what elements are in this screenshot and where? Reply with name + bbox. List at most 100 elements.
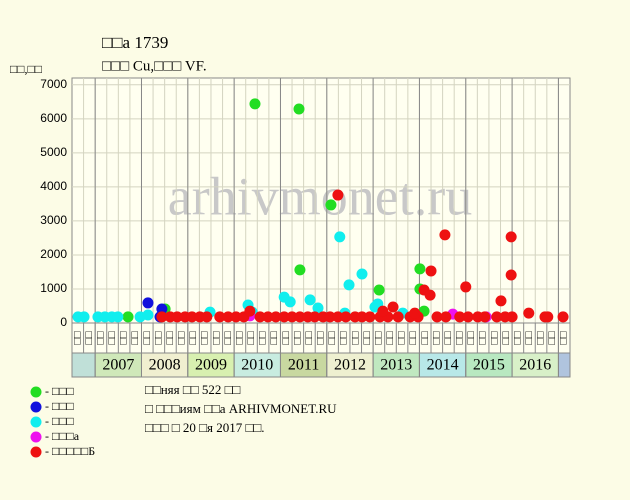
footer-text: □□няя □□ 522 □□	[145, 382, 240, 397]
y-tick-label: 5000	[40, 145, 67, 159]
chart-title: □□а 1739	[102, 33, 168, 52]
y-tick-label: 1000	[40, 281, 67, 295]
legend-label: - □□□	[45, 414, 74, 428]
legend-label: - □□□а	[45, 429, 80, 443]
x-tick-label: □□	[106, 331, 118, 345]
legend-marker	[30, 446, 42, 458]
data-point	[112, 311, 124, 323]
year-label: 2016	[519, 357, 551, 374]
x-tick-label: □□	[303, 331, 315, 345]
x-tick-label: □□	[291, 331, 303, 345]
x-tick-label: □□	[372, 331, 384, 345]
year-cell	[418, 352, 467, 378]
legend-label: - □□□□□Б	[45, 444, 95, 458]
data-point	[142, 309, 154, 321]
data-point	[491, 311, 503, 323]
x-tick-label: □□	[523, 331, 535, 345]
data-point	[254, 311, 266, 323]
data-point	[356, 311, 368, 323]
data-point	[222, 311, 234, 323]
data-point	[230, 311, 242, 323]
y-tick-label: 6000	[40, 111, 67, 125]
x-tick-label: □□	[129, 331, 141, 345]
data-point	[505, 231, 517, 243]
data-point	[304, 294, 316, 306]
x-tick-label: □□	[199, 331, 211, 345]
legend-marker	[30, 416, 42, 428]
data-point	[286, 311, 298, 323]
x-tick-label: □□	[118, 331, 130, 345]
data-point	[312, 302, 324, 314]
chart-subtitle: □□□ Cu,□□□ VF.	[102, 58, 207, 74]
data-point	[431, 311, 443, 323]
data-point	[462, 311, 474, 323]
legend-marker	[30, 386, 42, 398]
year-tail	[557, 352, 571, 378]
data-point	[201, 311, 213, 323]
x-tick-label: □□	[245, 331, 257, 345]
x-tick-label: □□	[71, 331, 83, 345]
data-point	[294, 311, 306, 323]
x-tick-label: □□	[187, 331, 199, 345]
data-point	[542, 311, 554, 323]
legend-marker	[30, 401, 42, 413]
x-tick-label: □□	[326, 331, 338, 345]
footer-text: □□□ □ 20 □я 2017 □□.	[145, 420, 264, 435]
footer-text: □ □□□иям □□а ARHIVMONET.RU	[145, 401, 337, 416]
data-point	[439, 229, 451, 241]
year-label: 2009	[195, 357, 227, 374]
data-point	[249, 98, 261, 110]
data-point	[377, 305, 389, 317]
x-tick-label: □□	[384, 331, 396, 345]
x-tick-label: □□	[338, 331, 350, 345]
x-tick-label: □□	[152, 331, 164, 345]
x-tick-label: □□	[83, 331, 95, 345]
data-point	[309, 311, 321, 323]
year-lead	[71, 352, 96, 378]
year-cell	[94, 352, 142, 378]
data-point	[425, 265, 437, 277]
y-tick-label: 3000	[40, 213, 67, 227]
data-point	[356, 268, 368, 280]
x-tick-label: □□	[257, 331, 269, 345]
x-tick-label: □□	[535, 331, 547, 345]
x-tick-label: □□	[396, 331, 408, 345]
data-point	[343, 279, 355, 291]
y-axis-label: □□,□□	[10, 62, 42, 76]
year-label: 2014	[427, 357, 459, 374]
data-point	[387, 301, 399, 313]
x-tick-label: □□	[407, 331, 419, 345]
data-point	[156, 311, 168, 323]
data-point	[284, 296, 296, 308]
year-label: 2012	[334, 357, 366, 374]
data-point	[373, 284, 385, 296]
year-label: 2011	[288, 357, 319, 374]
x-tick-label: □□	[454, 331, 466, 345]
data-point	[214, 311, 226, 323]
x-tick-label: □□	[210, 331, 222, 345]
year-cell	[233, 352, 281, 378]
data-point	[293, 103, 305, 115]
x-tick-label: □□	[419, 331, 431, 345]
data-point	[325, 199, 337, 211]
data-point	[505, 269, 517, 281]
x-tick-label: □□	[349, 331, 361, 345]
year-cell	[372, 352, 420, 378]
year-label: 2007	[102, 357, 134, 374]
x-tick-label: □□	[222, 331, 234, 345]
data-point	[392, 311, 404, 323]
x-tick-label: □□	[315, 331, 327, 345]
x-tick-label: □□	[233, 331, 245, 345]
data-point	[523, 307, 535, 319]
x-tick-label: □□	[176, 331, 188, 345]
data-point	[364, 311, 376, 323]
x-tick-label: □□	[546, 331, 558, 345]
data-point	[332, 189, 344, 201]
data-point	[334, 231, 346, 243]
data-point	[142, 297, 154, 309]
x-tick-label: □□	[477, 331, 489, 345]
x-tick-label: □□	[141, 331, 153, 345]
x-tick-label: □□	[94, 331, 106, 345]
watermark: arhivmonet.ru	[168, 166, 472, 226]
